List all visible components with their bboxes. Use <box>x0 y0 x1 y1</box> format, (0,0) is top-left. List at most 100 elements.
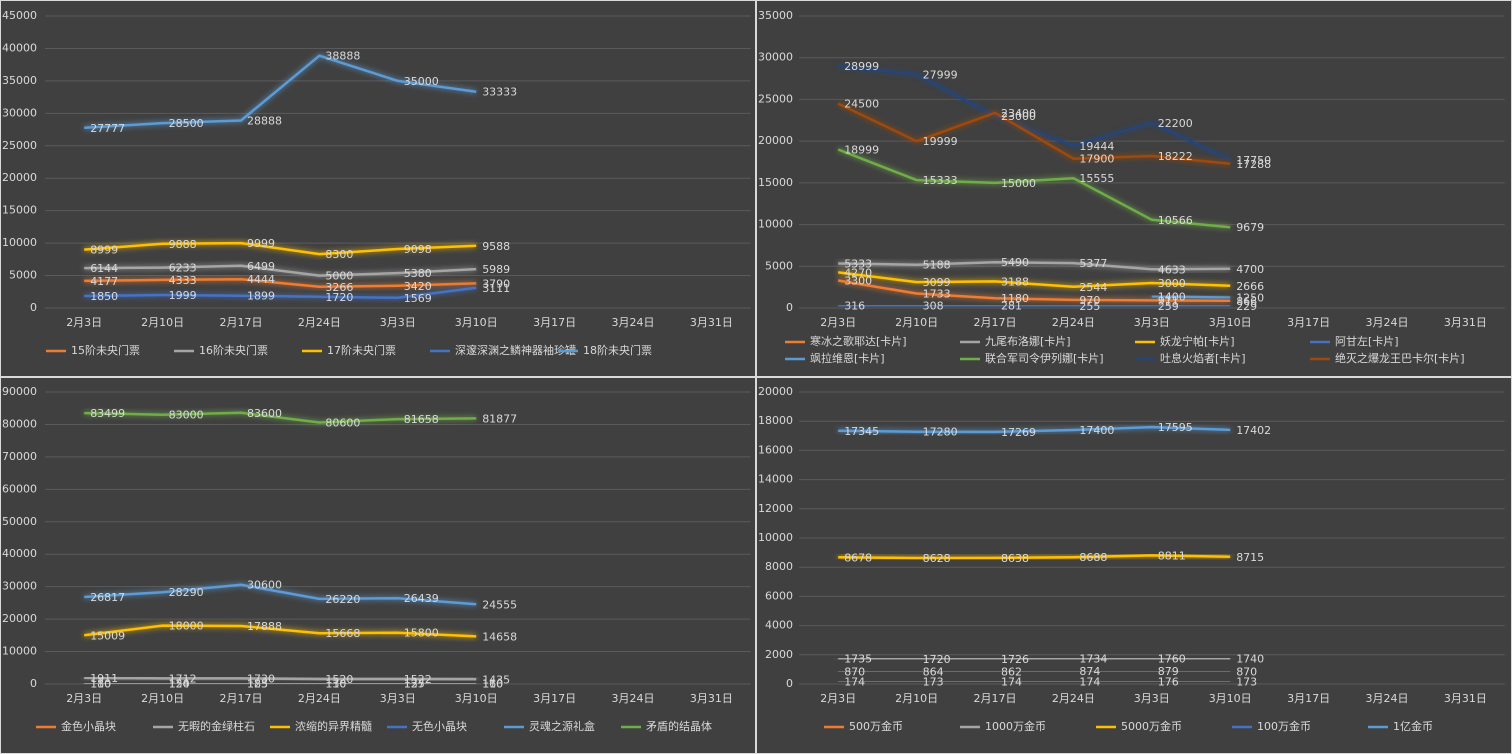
legend-label: 九尾布洛娜[卡片] <box>985 334 1071 348</box>
data-label: 17280 <box>923 426 958 439</box>
data-label: 4333 <box>169 274 197 287</box>
data-label: 83499 <box>90 407 125 420</box>
y-tick-label: 35000 <box>758 9 793 22</box>
x-tick-label: 2月10日 <box>895 692 938 705</box>
y-tick-label: 15000 <box>2 204 37 217</box>
data-label: 35000 <box>404 75 439 88</box>
legend-label: 无暇的金绿柱石 <box>178 719 255 733</box>
data-label: 1435 <box>482 673 510 686</box>
data-label: 110 <box>325 678 346 691</box>
data-label: 862 <box>1001 665 1022 678</box>
data-label: 316 <box>844 299 865 312</box>
data-label: 23400 <box>1001 107 1036 120</box>
data-label: 83000 <box>169 409 204 422</box>
data-label: 308 <box>923 299 944 312</box>
data-label: 2666 <box>1236 280 1264 293</box>
data-label: 24500 <box>844 98 879 111</box>
legend-label: 16阶未央门票 <box>199 343 268 357</box>
data-label: 15555 <box>1079 172 1114 185</box>
data-label: 130 <box>325 678 346 691</box>
data-label: 1180 <box>1001 292 1029 305</box>
y-tick-label: 10000 <box>2 645 37 658</box>
x-tick-label: 3月24日 <box>612 692 655 705</box>
y-tick-label: 80000 <box>2 417 37 430</box>
series-line <box>84 286 477 300</box>
data-label: 9679 <box>1236 221 1264 234</box>
y-tick-label: 18000 <box>758 414 793 427</box>
legend-label: 灵魂之源礼盒 <box>529 719 595 733</box>
x-tick-label: 3月3日 <box>1134 316 1170 329</box>
x-tick-label: 3月24日 <box>612 316 655 329</box>
data-label: 176 <box>1158 675 1179 688</box>
data-label: 10566 <box>1158 214 1193 227</box>
y-tick-label: 60000 <box>2 482 37 495</box>
data-label: 8688 <box>1079 551 1107 564</box>
y-tick-label: 10000 <box>758 218 793 231</box>
data-label: 28290 <box>169 586 204 599</box>
y-tick-label: 20000 <box>2 171 37 184</box>
y-tick-label: 0 <box>30 677 37 690</box>
x-tick-label: 2月17日 <box>220 692 263 705</box>
y-tick-label: 0 <box>786 301 793 314</box>
data-label: 4444 <box>247 273 275 286</box>
data-label: 26220 <box>325 593 360 606</box>
panel <box>757 378 1511 753</box>
y-tick-label: 5000 <box>765 259 793 272</box>
data-label: 150 <box>169 678 190 691</box>
data-label: 28888 <box>247 115 282 128</box>
y-tick-label: 14000 <box>758 473 793 486</box>
series-line <box>838 260 1231 271</box>
data-label: 110 <box>482 678 503 691</box>
y-tick-label: 25000 <box>758 92 793 105</box>
y-tick-label: 0 <box>30 301 37 314</box>
data-label: 15668 <box>325 627 360 640</box>
data-label: 83600 <box>247 407 282 420</box>
data-label: 15800 <box>404 627 439 640</box>
y-tick-label: 30000 <box>2 106 37 119</box>
x-tick-label: 3月10日 <box>1209 316 1252 329</box>
data-label: 870 <box>1236 665 1257 678</box>
data-label: 38888 <box>325 50 360 63</box>
series-line <box>84 264 477 277</box>
data-label: 1740 <box>1236 653 1264 666</box>
panel <box>757 1 1511 376</box>
data-label: 6499 <box>247 260 275 273</box>
data-label: 26439 <box>404 592 439 605</box>
data-label: 8638 <box>1001 552 1029 565</box>
data-label: 1726 <box>1001 653 1029 666</box>
series-line <box>838 64 1231 162</box>
legend-label: 绝灭之爆龙王巴卡尔[卡片] <box>1335 351 1465 365</box>
data-label: 1720 <box>923 653 951 666</box>
data-label: 1899 <box>247 290 275 303</box>
legend-label: 1000万金币 <box>985 719 1046 733</box>
legend-label: 浓缩的异界精髓 <box>295 719 372 733</box>
y-tick-label: 20000 <box>758 385 793 398</box>
data-label: 8999 <box>90 244 118 257</box>
data-label: 22200 <box>1158 117 1193 130</box>
legend-label: 金色小晶块 <box>61 719 116 733</box>
data-label: 5377 <box>1079 257 1107 270</box>
data-label: 3420 <box>404 280 432 293</box>
series-line <box>838 554 1231 560</box>
data-label: 14658 <box>482 630 517 643</box>
legend-label: 17阶未央门票 <box>327 343 396 357</box>
data-label: 4633 <box>1158 263 1186 276</box>
panel <box>1 378 755 753</box>
y-tick-label: 16000 <box>758 443 793 456</box>
y-tick-label: 12000 <box>758 502 793 515</box>
x-tick-label: 2月3日 <box>820 316 856 329</box>
y-tick-label: 10000 <box>758 531 793 544</box>
data-label: 3266 <box>325 281 353 294</box>
x-tick-label: 3月24日 <box>1366 692 1409 705</box>
data-label: 229 <box>1236 300 1257 313</box>
data-label: 30600 <box>247 579 282 592</box>
series-line <box>84 583 477 606</box>
data-label: 5188 <box>923 259 951 272</box>
y-tick-label: 45000 <box>2 9 37 22</box>
data-label: 1734 <box>1079 653 1107 666</box>
y-tick-label: 5000 <box>9 269 37 282</box>
data-label: 1520 <box>325 673 353 686</box>
x-tick-label: 3月10日 <box>455 692 498 705</box>
x-tick-label: 3月17日 <box>1287 316 1330 329</box>
